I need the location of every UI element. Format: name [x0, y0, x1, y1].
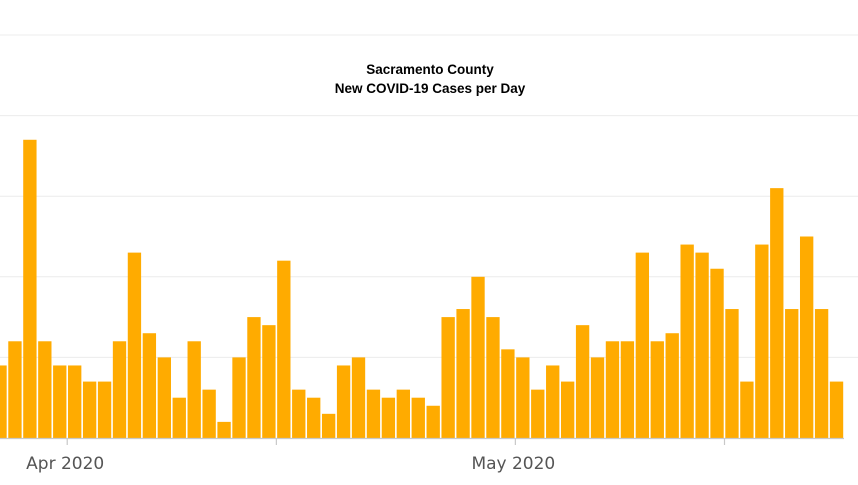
bar-14 [202, 389, 216, 438]
chart-title-line-2: New COVID-19 Cases per Day [335, 81, 526, 96]
bar-6 [82, 381, 97, 438]
bar-29 [426, 405, 440, 438]
bar-20 [292, 389, 306, 438]
bar-54 [799, 236, 814, 438]
bar-23 [336, 365, 351, 438]
bar-9 [127, 252, 142, 438]
bars [0, 139, 844, 438]
bar-17 [247, 317, 261, 438]
bar-12 [172, 397, 186, 438]
bar-2 [23, 139, 37, 438]
bar-0 [0, 365, 7, 438]
bar-47 [695, 252, 709, 438]
bar-24 [351, 357, 366, 438]
bar-44 [650, 341, 664, 438]
bar-55 [814, 309, 829, 438]
bar-45 [665, 333, 679, 438]
bar-39 [575, 325, 590, 438]
bar-26 [381, 397, 396, 438]
bar-3 [38, 341, 52, 438]
x-ticks: Apr 2020 May 2020 [26, 438, 726, 474]
bar-42 [620, 341, 635, 438]
bar-43 [635, 252, 650, 438]
bar-49 [725, 309, 739, 438]
bar-52 [770, 188, 784, 438]
bar-36 [531, 389, 545, 438]
bar-10 [142, 333, 157, 438]
bar-40 [590, 357, 605, 438]
bar-35 [516, 357, 530, 438]
bar-27 [396, 389, 410, 438]
bar-38 [560, 381, 575, 438]
bar-41 [605, 341, 620, 438]
bar-46 [680, 244, 694, 438]
bar-7 [97, 381, 112, 438]
bar-30 [441, 317, 455, 438]
bar-22 [321, 413, 336, 438]
bar-1 [8, 341, 22, 438]
chart-title: Sacramento County New COVID-19 Cases per… [335, 62, 526, 96]
bar-16 [232, 357, 246, 438]
bar-15 [217, 421, 231, 438]
bar-25 [366, 389, 381, 438]
bar-50 [740, 381, 754, 438]
bar-56 [829, 381, 844, 438]
bar-37 [546, 365, 560, 438]
bar-19 [277, 260, 291, 438]
bar-4 [53, 365, 67, 438]
bar-33 [486, 317, 500, 438]
bar-5 [68, 365, 82, 438]
bar-31 [456, 309, 470, 438]
bar-18 [262, 325, 276, 438]
x-tick-label-1: May 2020 [471, 454, 555, 474]
bar-13 [187, 341, 201, 438]
bar-21 [307, 397, 321, 438]
bar-48 [710, 268, 724, 438]
bar-34 [501, 349, 515, 438]
bar-11 [157, 357, 171, 438]
bar-32 [471, 276, 485, 438]
x-tick-label-0: Apr 2020 [26, 454, 104, 474]
bar-53 [785, 309, 799, 438]
chart-title-line-1: Sacramento County [366, 62, 494, 77]
bar-8 [112, 341, 127, 438]
bar-28 [411, 397, 425, 438]
bar-51 [755, 244, 769, 438]
